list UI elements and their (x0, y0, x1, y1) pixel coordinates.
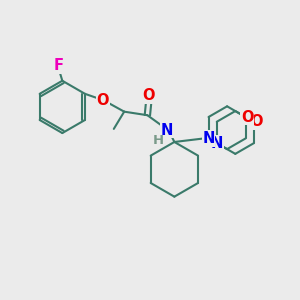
Text: N: N (202, 131, 215, 146)
Text: H: H (153, 134, 164, 147)
Text: O: O (142, 88, 155, 104)
Text: O: O (97, 93, 109, 108)
Text: N: N (161, 123, 173, 138)
Text: O: O (241, 110, 253, 124)
Text: O: O (250, 114, 262, 129)
Text: F: F (54, 58, 64, 73)
Text: N: N (211, 136, 223, 151)
Text: N: N (202, 131, 215, 146)
